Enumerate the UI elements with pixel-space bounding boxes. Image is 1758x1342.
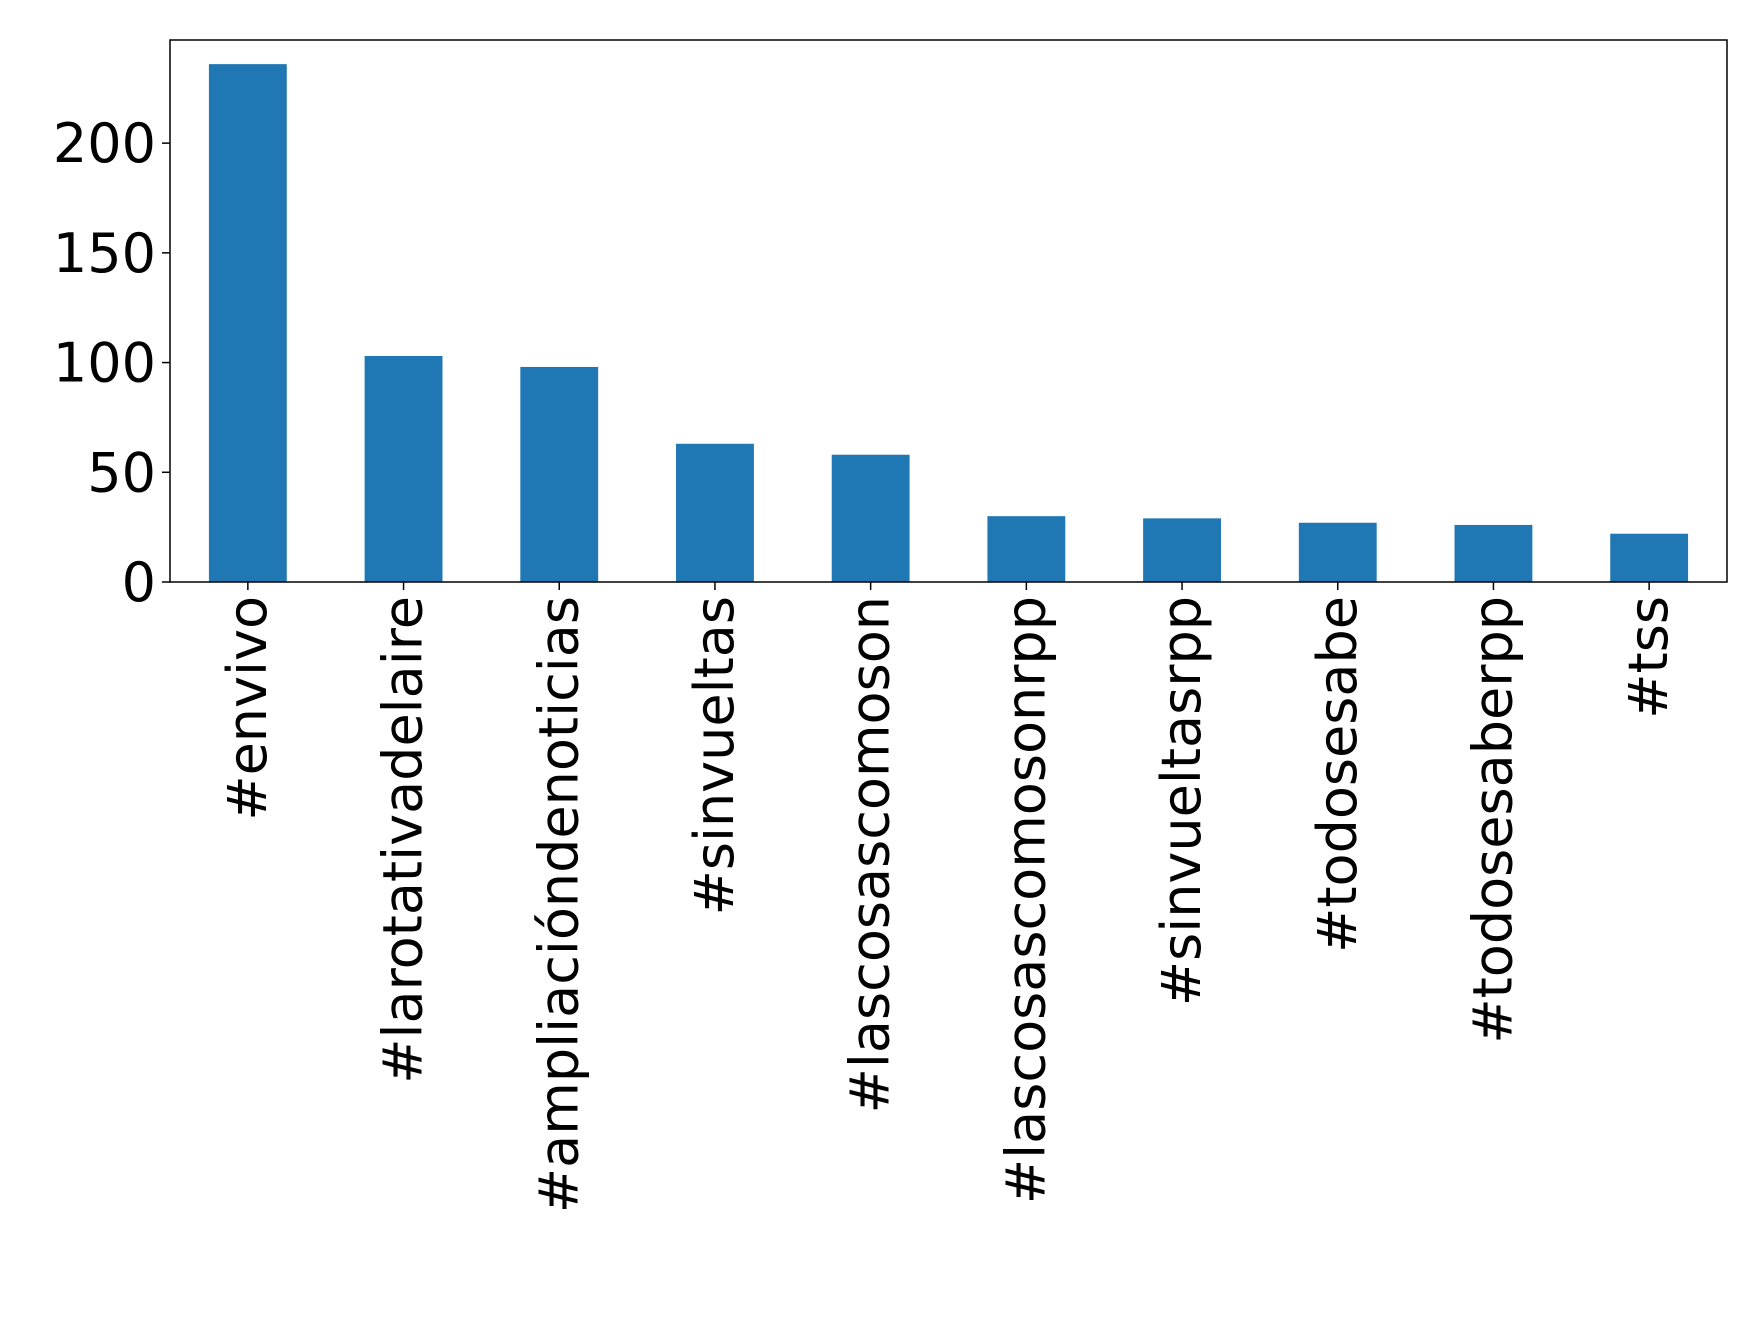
x-tick-label: #todosesaberpp <box>1461 596 1524 1044</box>
bar-lascosascomosonrpp <box>987 516 1066 582</box>
bar-sinvueltas <box>676 443 754 582</box>
bar-envivo <box>208 64 287 583</box>
y-axis: 0 50 100 150 200 <box>53 112 170 614</box>
bar-todosesabe <box>1298 522 1377 582</box>
x-tick-label: #sinvueltasrpp <box>1150 596 1213 1006</box>
y-tick-label: 150 <box>53 222 156 285</box>
plot-frame <box>169 39 1728 583</box>
bar-lascosascomoson <box>831 454 910 582</box>
bar-sinvueltasrpp <box>1143 518 1221 582</box>
y-tick-label: 0 <box>122 551 156 614</box>
y-tick-label: 50 <box>87 441 156 504</box>
x-tick-label: #larotativadelaire <box>372 596 435 1084</box>
x-tick-label: #lascosascomosonrpp <box>994 596 1057 1204</box>
bar-tss <box>1610 533 1689 582</box>
bar-ampliacióndenoticias <box>520 366 599 582</box>
x-tick-label: #todosesabe <box>1306 596 1369 953</box>
bar-todosesaberpp <box>1454 524 1533 582</box>
x-tick-label: #ampliacióndenoticias <box>527 596 590 1213</box>
x-tick-label: #tss <box>1617 596 1680 719</box>
x-tick-label: #envivo <box>216 596 279 821</box>
x-tick-label: #sinvueltas <box>683 596 746 915</box>
x-axis: #envivo #larotativadelaire #ampliacióndeno… <box>216 582 1680 1213</box>
y-tick-label: 100 <box>53 332 156 395</box>
y-tick-label: 200 <box>53 112 156 175</box>
x-tick-label: #lascosascomoson <box>839 596 902 1113</box>
bar-larotativadelaire <box>364 355 443 582</box>
bars-group <box>208 64 1689 583</box>
